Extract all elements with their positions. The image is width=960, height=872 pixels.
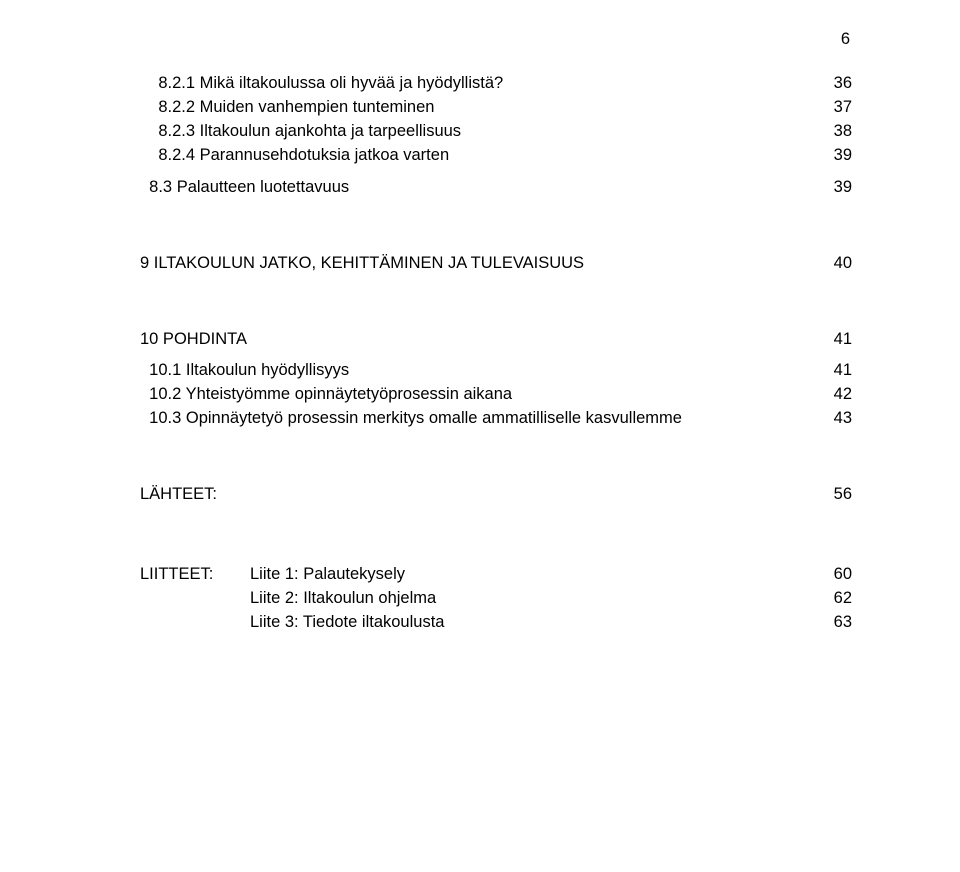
toc-group-10: 10 POHDINTA 41 10.1 Iltakoulun hyödyllis…: [140, 328, 852, 432]
toc-attachment-entry: Liite 3: Tiedote iltakoulusta 63: [140, 611, 852, 635]
toc-page: 56: [810, 483, 852, 507]
toc-label: 8.2.4 Parannusehdotuksia jatkoa varten: [140, 144, 810, 168]
document-page: 6 8.2.1 Mikä iltakoulussa oli hyvää ja h…: [0, 0, 960, 872]
toc-page: 37: [810, 96, 852, 120]
toc-entry: 9 ILTAKOULUN JATKO, KEHITTÄMINEN JA TULE…: [140, 252, 852, 276]
toc-label: 10 POHDINTA: [140, 328, 810, 352]
toc-attachment-entry: LIITTEET: Liite 1: Palautekysely 60: [140, 563, 852, 587]
toc-page: 36: [810, 72, 852, 96]
toc-entry: 10.2 Yhteistyömme opinnäytetyöprosessin …: [140, 383, 852, 407]
toc-page: 40: [810, 252, 852, 276]
toc-group-attachments: LIITTEET: Liite 1: Palautekysely 60 Liit…: [140, 563, 852, 635]
page-number: 6: [841, 30, 850, 49]
toc-page: 41: [810, 359, 852, 383]
toc-label: LÄHTEET:: [140, 483, 810, 507]
toc-page: 63: [810, 611, 852, 635]
toc-label: 8.2.3 Iltakoulun ajankohta ja tarpeellis…: [140, 120, 810, 144]
toc-group-sources: LÄHTEET: 56: [140, 483, 852, 507]
toc-entry: LÄHTEET: 56: [140, 483, 852, 507]
toc-page: 39: [810, 176, 852, 200]
toc-label: 8.2.1 Mikä iltakoulussa oli hyvää ja hyö…: [140, 72, 810, 96]
toc-entry: 8.2.1 Mikä iltakoulussa oli hyvää ja hyö…: [140, 72, 852, 96]
toc-page: 43: [810, 407, 852, 431]
toc-entry: 10 POHDINTA 41: [140, 328, 852, 352]
toc-entry: 10.3 Opinnäytetyö prosessin merkitys oma…: [140, 407, 852, 431]
toc-label: 9 ILTAKOULUN JATKO, KEHITTÄMINEN JA TULE…: [140, 252, 810, 276]
toc-label: 10.2 Yhteistyömme opinnäytetyöprosessin …: [140, 383, 810, 407]
toc-page: 60: [810, 563, 852, 587]
toc-page: 41: [810, 328, 852, 352]
toc-group-8-2: 8.2.1 Mikä iltakoulussa oli hyvää ja hyö…: [140, 72, 852, 200]
toc-entry: 10.1 Iltakoulun hyödyllisyys 41: [140, 359, 852, 383]
toc-label: Liite 1: Palautekysely: [250, 563, 810, 587]
attachments-lead: LIITTEET:: [140, 563, 250, 587]
attachments-lead-blank: [140, 587, 250, 611]
toc-entry: 8.3 Palautteen luotettavuus 39: [140, 176, 852, 200]
toc-label: 10.1 Iltakoulun hyödyllisyys: [140, 359, 810, 383]
toc-entry: 8.2.4 Parannusehdotuksia jatkoa varten 3…: [140, 144, 852, 168]
toc-page: 42: [810, 383, 852, 407]
toc-label: Liite 2: Iltakoulun ohjelma: [250, 587, 810, 611]
toc-page: 39: [810, 144, 852, 168]
toc-label: 10.3 Opinnäytetyö prosessin merkitys oma…: [140, 407, 810, 431]
toc-attachment-entry: Liite 2: Iltakoulun ohjelma 62: [140, 587, 852, 611]
attachments-lead-blank: [140, 611, 250, 635]
toc-label: 8.3 Palautteen luotettavuus: [140, 176, 810, 200]
toc-group-9: 9 ILTAKOULUN JATKO, KEHITTÄMINEN JA TULE…: [140, 252, 852, 276]
toc-page: 62: [810, 587, 852, 611]
toc-entry: 8.2.3 Iltakoulun ajankohta ja tarpeellis…: [140, 120, 852, 144]
toc-page: 38: [810, 120, 852, 144]
toc-label: Liite 3: Tiedote iltakoulusta: [250, 611, 810, 635]
toc-label: 8.2.2 Muiden vanhempien tunteminen: [140, 96, 810, 120]
toc-entry: 8.2.2 Muiden vanhempien tunteminen 37: [140, 96, 852, 120]
